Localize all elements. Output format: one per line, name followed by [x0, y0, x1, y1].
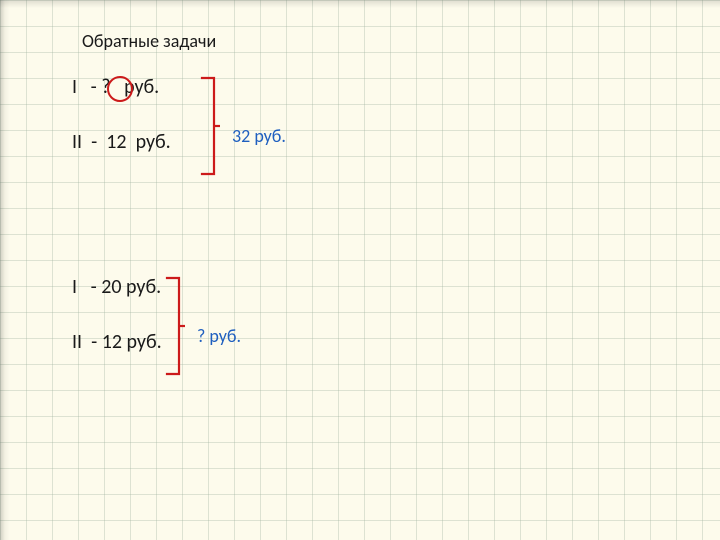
problem2-line2: II - 12 руб.	[72, 330, 162, 354]
problem1-sum-label: 32 руб.	[232, 125, 286, 147]
unknown-circle-icon	[107, 76, 133, 102]
bracket-icon	[200, 76, 220, 176]
problem2-line1: I - 20 руб.	[72, 275, 161, 299]
notebook-page: Обратные задачи I - ? руб. II - 12 руб. …	[0, 0, 720, 540]
problem1-line2: II - 12 руб.	[72, 130, 171, 154]
heading-text: Обратные задачи	[82, 30, 216, 52]
bracket-icon	[165, 276, 185, 376]
bracket-problem2	[165, 276, 185, 376]
page-top-shadow	[0, 0, 720, 8]
problem2-sum-label: ? руб.	[197, 325, 241, 347]
page-binding-shadow	[0, 0, 10, 540]
bracket-problem1	[200, 76, 220, 176]
